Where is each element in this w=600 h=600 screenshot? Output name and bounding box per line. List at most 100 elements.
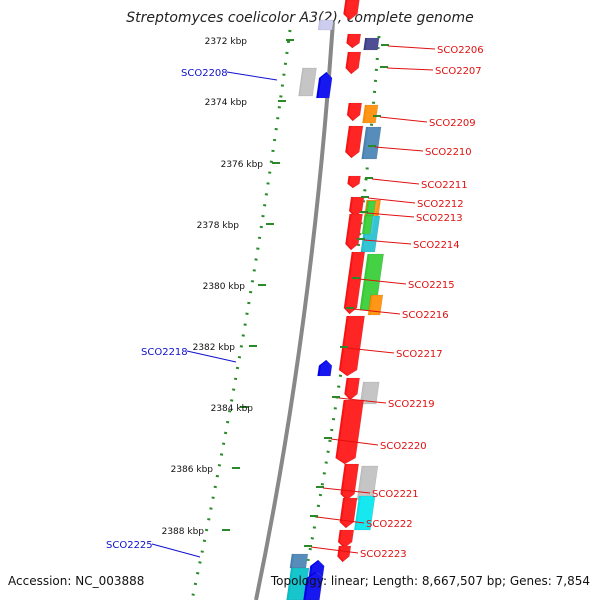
gene-shade-17 [364,216,375,234]
right-leader-line [358,278,407,285]
gene-arrow-20[interactable] [367,294,384,316]
scale-ticks: 2372 kbp 2374 kbp 2376 kbp 2378 kbp 2380 kbp… [162,37,389,547]
gene-label-right[interactable]: SCO2216 [402,310,449,321]
gene-shade-5 [300,68,319,96]
gene-shade-18 [345,252,367,314]
right-leader-line [386,67,434,71]
right-leader-line [374,146,424,152]
gene-shade-9 [347,126,365,158]
gene-shade-1 [320,20,336,30]
gene-arrow-29[interactable] [353,495,376,531]
gene-arrow-6[interactable] [315,71,333,99]
accession-text: Accession: NC_003888 [8,574,145,588]
gene-shade-10 [363,127,384,159]
gene-label-right[interactable]: SCO2214 [413,240,460,251]
gene-shade-7 [349,103,364,121]
gene-arrow-24[interactable] [359,381,380,405]
right-leader-line [346,347,395,354]
gene-arrow-11[interactable] [347,175,361,189]
gene-label-left[interactable]: SCO2225 [106,540,153,551]
gene-arrow-10[interactable] [361,126,382,160]
gene-arrow-7[interactable] [346,102,363,122]
tick-label: 2388 kbp [162,527,205,537]
gene-label-left[interactable]: SCO2208 [181,68,228,79]
gene-shade-8 [364,105,381,123]
tick-label: 2386 kbp [171,465,214,475]
gene-label-right[interactable]: SCO2215 [408,280,455,291]
genome-backbone [254,21,335,600]
gene-label-right[interactable]: SCO2209 [429,118,476,129]
gene-arrow-1[interactable] [317,19,334,31]
tick-label: 2382 kbp [193,343,236,353]
gene-shade-35 [305,572,325,600]
gene-arrow-2[interactable] [346,33,362,49]
right-leader-line [367,197,416,204]
tick-label: 2374 kbp [205,98,248,108]
gene-shade-6 [318,72,335,98]
gene-label-right[interactable]: SCO2217 [396,349,443,360]
gene-shade-32 [291,554,310,568]
gene-arrow-34[interactable] [286,567,310,600]
right-leader-line [338,397,387,404]
right-leader-line [366,212,415,218]
gene-arrow-0[interactable] [343,0,360,21]
gene-arrow-18[interactable] [343,251,366,315]
gene-shade-27 [359,466,380,500]
gene-features [286,0,386,600]
gene-arrow-21[interactable] [338,315,365,377]
gene-arrow-4[interactable] [345,51,362,75]
gene-arrow-23[interactable] [344,377,361,401]
tick-label: 2380 kbp [203,282,246,292]
gene-label-right[interactable]: SCO2212 [417,199,464,210]
gene-label-right[interactable]: SCO2211 [421,180,468,191]
gene-label-left[interactable]: SCO2218 [141,347,188,358]
tick-label: 2384 kbp [211,404,254,414]
gene-label-right[interactable]: SCO2222 [366,519,413,530]
gene-arrow-15[interactable] [345,213,363,251]
left-leader-line [151,543,201,558]
gene-shade-11 [349,176,363,188]
gene-shade-4 [347,52,363,74]
gene-label-right[interactable]: SCO2213 [416,213,463,224]
gene-label-right[interactable]: SCO2220 [380,441,427,452]
gene-shade-30 [340,530,356,548]
gene-shade-25 [337,400,366,464]
tick-label: 2376 kbp [221,160,264,170]
gene-shade-15 [347,214,365,250]
gene-arrow-22[interactable] [317,359,333,377]
gene-labels[interactable]: SCO2208 SCO2218 SCO2225 SCO2206 SCO2207 SCO22… [106,45,484,560]
gene-shade-21 [341,316,367,376]
gene-arrow-35[interactable] [303,571,323,600]
gene-shade-29 [356,496,378,530]
gene-arrow-30[interactable] [337,529,355,549]
gene-shade-24 [362,382,382,404]
gene-label-right[interactable]: SCO2219 [388,399,435,410]
gene-shade-22 [319,360,334,376]
gene-arrow-3[interactable] [363,37,380,51]
right-leader-line [371,178,420,185]
left-leader-line [186,350,237,363]
genome-title: Streptomyces coelicolor A3(2), complete … [126,10,474,26]
right-leader-line [316,516,365,524]
gene-shade-23 [346,378,362,400]
right-leader-line [330,438,379,446]
gene-label-right[interactable]: SCO2221 [372,489,419,500]
gene-arrow-31[interactable] [337,545,352,563]
gene-arrow-9[interactable] [344,125,364,159]
right-leader-line [322,487,371,494]
gene-label-right[interactable]: SCO2206 [437,45,484,56]
gene-label-right[interactable]: SCO2210 [425,147,472,158]
gene-label-right[interactable]: SCO2223 [360,549,407,560]
summary-text: Topology: linear; Length: 8,667,507 bp; … [270,574,590,588]
outer-left-track [190,29,292,600]
track-lines [190,21,381,600]
gene-label-right[interactable]: SCO2207 [435,66,482,77]
right-leader-line [379,116,428,123]
gene-arrow-8[interactable] [362,104,379,124]
gene-shade-2 [348,34,363,48]
gene-arrow-5[interactable] [298,67,317,97]
right-leader-line [363,239,412,245]
right-leader-line [387,45,436,50]
gene-arrow-17[interactable] [361,215,373,235]
